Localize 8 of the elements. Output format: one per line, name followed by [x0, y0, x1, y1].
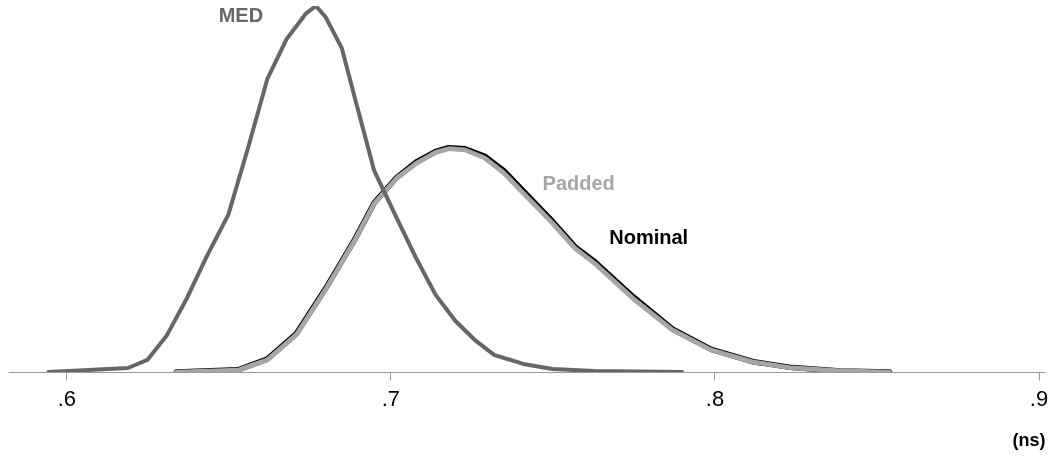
series-label: Padded — [542, 171, 615, 194]
x-tick-label: .6 — [57, 385, 77, 411]
x-tick-label: .9 — [1029, 385, 1049, 411]
series-label: Nominal — [609, 225, 689, 248]
x-tick-label: .8 — [705, 385, 725, 411]
x-tick-label: .7 — [381, 385, 401, 411]
series-label: MED — [218, 4, 264, 26]
x-axis-title: (ns) — [1012, 429, 1046, 450]
